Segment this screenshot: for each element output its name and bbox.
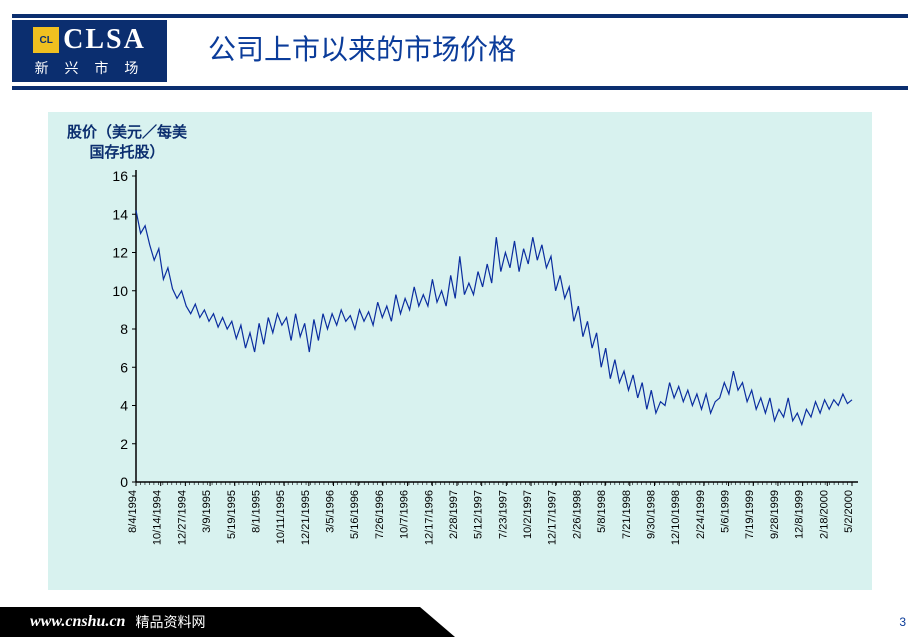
svg-text:2/18/2000: 2/18/2000 xyxy=(818,490,830,539)
svg-text:5/6/1999: 5/6/1999 xyxy=(720,490,732,533)
svg-text:8/1/1995: 8/1/1995 xyxy=(250,490,262,533)
svg-text:2: 2 xyxy=(120,436,128,452)
svg-text:4: 4 xyxy=(120,398,128,414)
svg-text:5/12/1997: 5/12/1997 xyxy=(473,490,485,539)
footer-subtitle: 精品资料网 xyxy=(135,612,205,632)
svg-text:12/8/1999: 12/8/1999 xyxy=(794,490,806,539)
svg-text:8: 8 xyxy=(120,321,128,337)
svg-text:10/11/1995: 10/11/1995 xyxy=(275,490,287,544)
svg-text:12/17/1997: 12/17/1997 xyxy=(547,490,559,545)
svg-text:5/19/1995: 5/19/1995 xyxy=(226,490,238,539)
divider-top xyxy=(12,14,908,18)
svg-text:2/24/1999: 2/24/1999 xyxy=(695,490,707,539)
svg-text:12: 12 xyxy=(112,245,128,261)
svg-text:3/5/1996: 3/5/1996 xyxy=(325,490,337,533)
svg-text:6: 6 xyxy=(120,359,128,375)
svg-text:7/19/1999: 7/19/1999 xyxy=(744,490,756,539)
svg-text:8/4/1994: 8/4/1994 xyxy=(127,490,139,533)
svg-text:5/16/1996: 5/16/1996 xyxy=(349,490,361,539)
svg-text:0: 0 xyxy=(120,474,128,490)
footer-slant xyxy=(420,607,455,637)
svg-text:9/30/1998: 9/30/1998 xyxy=(645,490,657,539)
svg-text:12/17/1996: 12/17/1996 xyxy=(423,490,435,545)
svg-text:12/21/1995: 12/21/1995 xyxy=(300,490,312,545)
svg-text:5/8/1998: 5/8/1998 xyxy=(596,490,608,533)
logo: CL CLSA 新 兴 市 场 xyxy=(12,20,167,82)
page-title: 公司上市以来的市场价格 xyxy=(208,28,516,68)
svg-text:10: 10 xyxy=(112,283,128,299)
svg-text:7/21/1998: 7/21/1998 xyxy=(621,490,633,539)
svg-text:2/28/1997: 2/28/1997 xyxy=(448,490,460,539)
svg-text:3/9/1995: 3/9/1995 xyxy=(201,490,213,533)
logo-mark-icon: CL xyxy=(33,27,59,53)
svg-text:10/14/1994: 10/14/1994 xyxy=(152,490,164,545)
logo-subtitle: 新 兴 市 场 xyxy=(35,58,145,78)
page-number: 3 xyxy=(899,615,906,629)
logo-brand: CLSA xyxy=(63,24,146,56)
svg-text:10/2/1997: 10/2/1997 xyxy=(522,490,534,539)
svg-text:12/27/1994: 12/27/1994 xyxy=(176,490,188,545)
svg-text:9/28/1999: 9/28/1999 xyxy=(769,490,781,539)
svg-text:14: 14 xyxy=(112,206,128,222)
line-chart: 0 2 4 6 8 10 12 14 16 8/4/1994 10/14/1994 12/27/199… xyxy=(48,112,872,590)
svg-text:5/2/2000: 5/2/2000 xyxy=(843,490,855,533)
svg-text:7/23/1997: 7/23/1997 xyxy=(497,490,509,539)
svg-text:2/26/1998: 2/26/1998 xyxy=(571,490,583,539)
divider-bottom xyxy=(12,86,908,90)
header: CL CLSA 新 兴 市 场 公司上市以来的市场价格 xyxy=(0,0,920,96)
svg-text:7/26/1996: 7/26/1996 xyxy=(374,490,386,539)
svg-text:16: 16 xyxy=(112,168,128,184)
chart-area: 股价（美元／每美 国存托股） 02468101214168/4/199410/1… xyxy=(48,112,872,590)
footer-url: www.cnshu.cn xyxy=(30,613,125,631)
svg-text:10/7/1996: 10/7/1996 xyxy=(399,490,411,539)
logo-top: CL CLSA xyxy=(33,24,146,56)
footer: www.cnshu.cn 精品资料网 xyxy=(0,607,420,637)
svg-text:12/10/1998: 12/10/1998 xyxy=(670,490,682,545)
